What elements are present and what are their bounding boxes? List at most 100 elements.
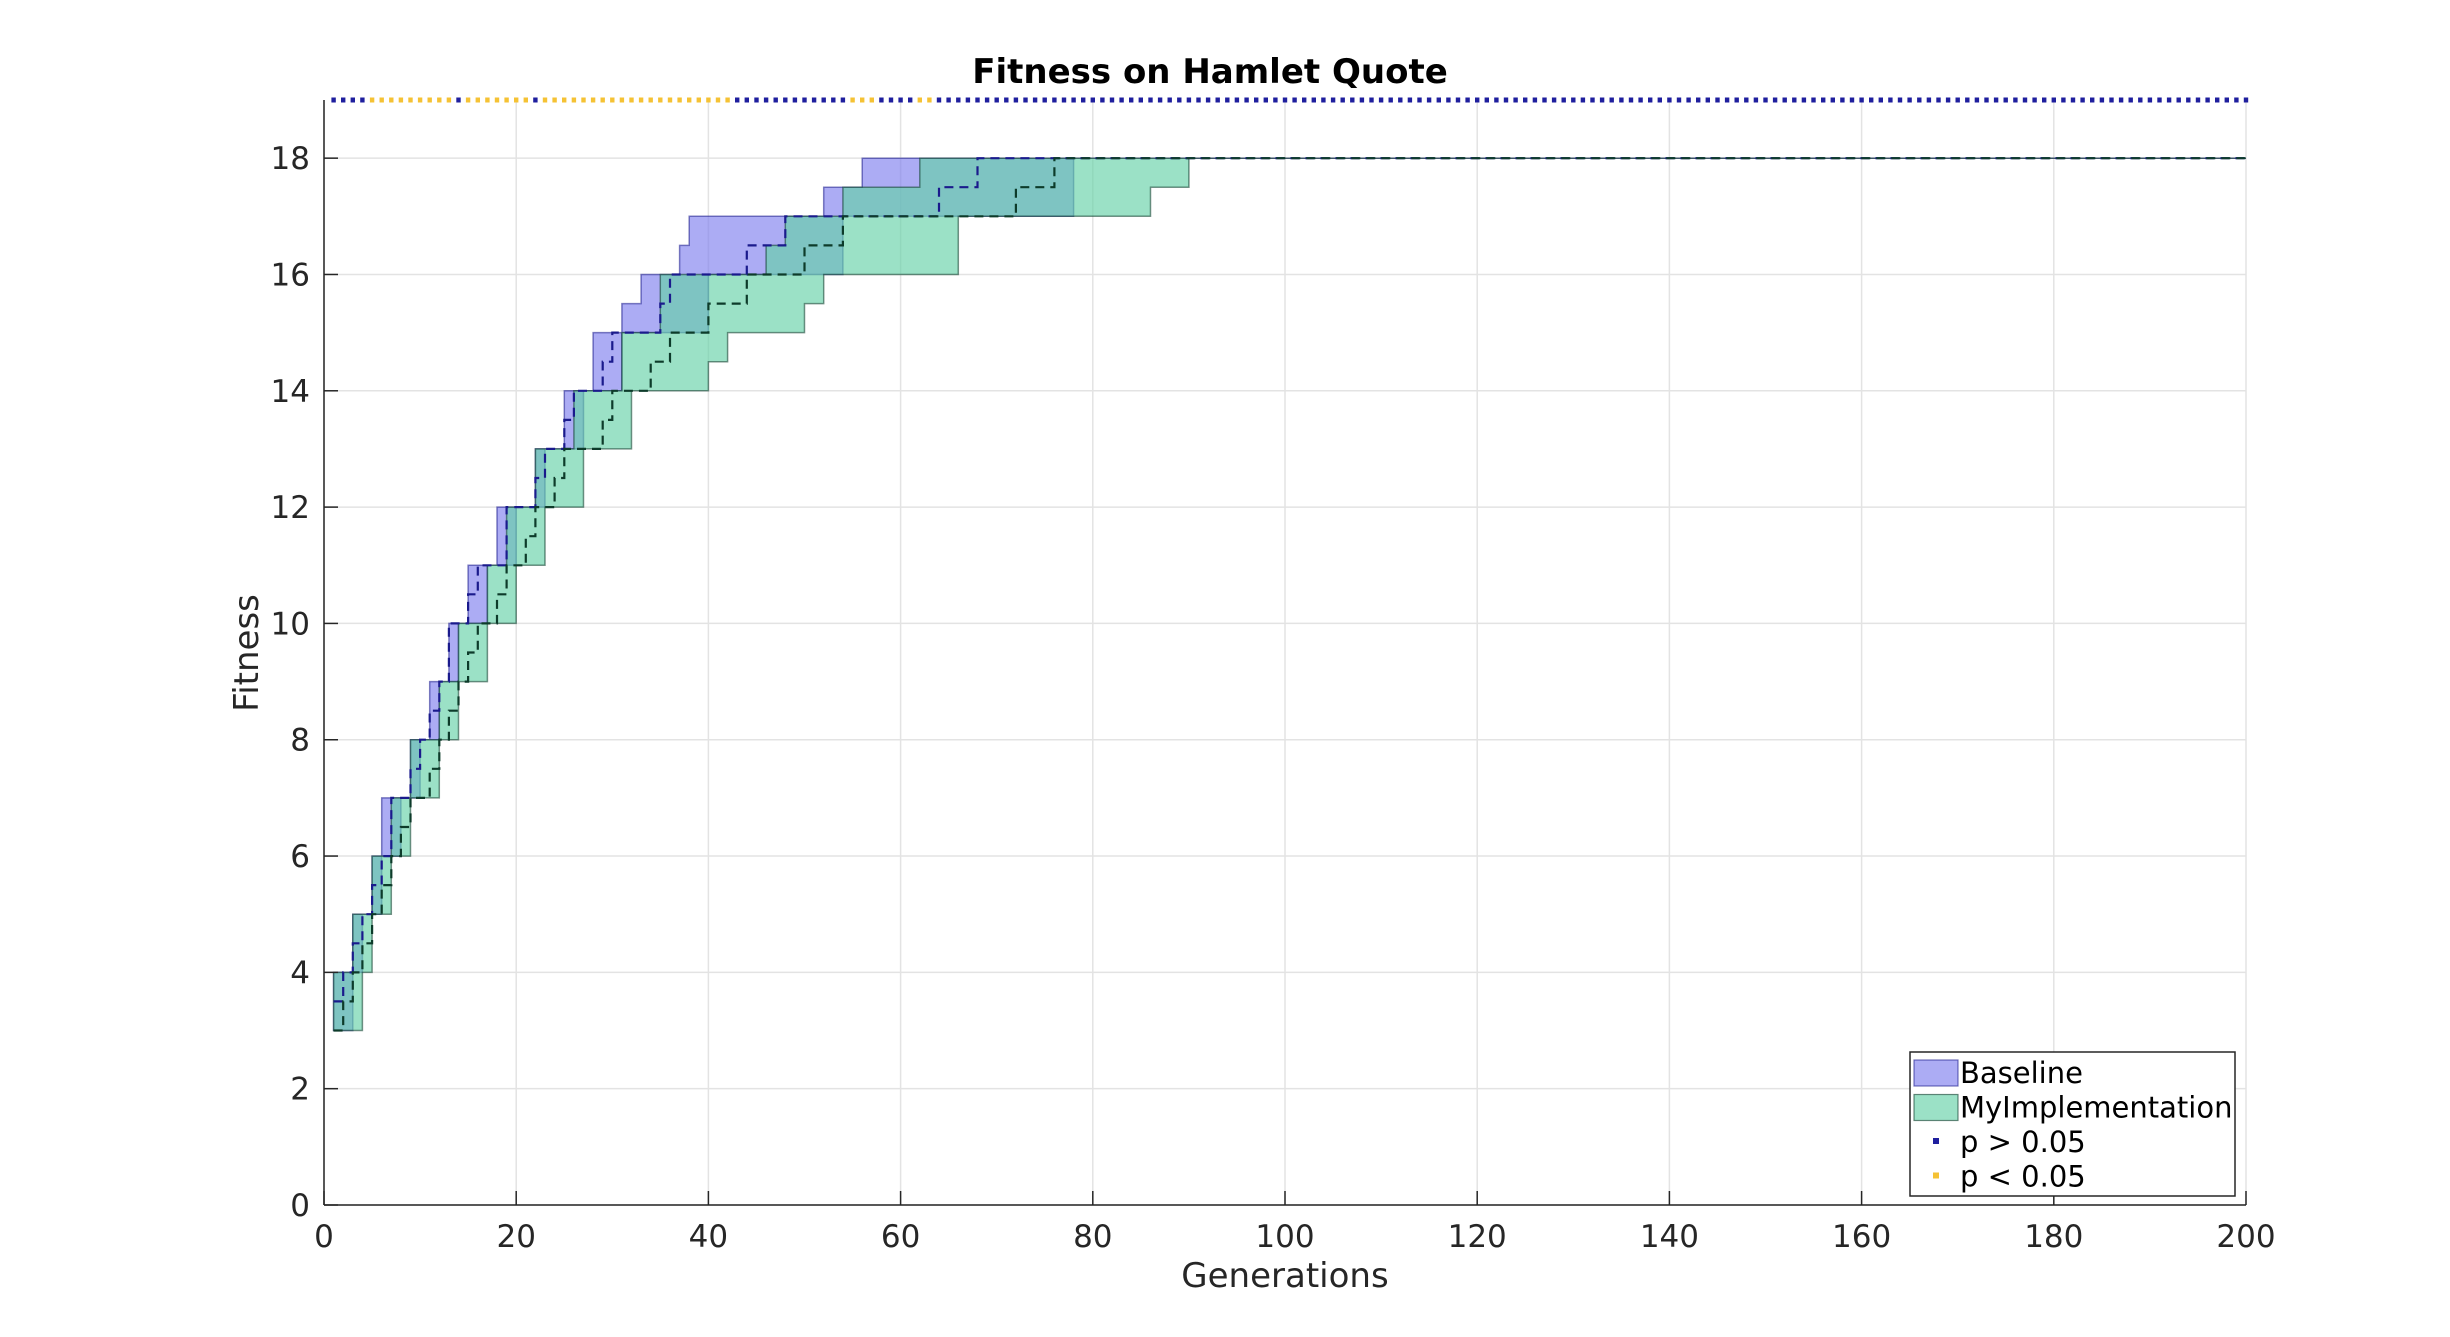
- significance-gap: [1259, 98, 1261, 103]
- significance-gap: [2037, 98, 2039, 103]
- x-tick-label: 120: [1448, 1219, 1507, 1255]
- significance-gap: [1672, 98, 1674, 103]
- significance-gap: [971, 98, 973, 103]
- significance-gap: [1086, 98, 1088, 103]
- significance-gap: [2095, 98, 2097, 103]
- significance-marker: [1090, 97, 1095, 103]
- significance-gap: [2162, 98, 2164, 103]
- significance-marker: [1648, 97, 1653, 103]
- significance-marker: [917, 97, 922, 103]
- significance-marker: [927, 97, 932, 103]
- significance-gap: [1413, 98, 1415, 103]
- median-line-myimplementation: [333, 157, 2246, 1032]
- significance-marker: [1551, 97, 1557, 103]
- y-tick-label: 10: [271, 606, 310, 642]
- significance-gap: [605, 98, 607, 103]
- significance-gap: [961, 98, 963, 103]
- significance-marker: [1580, 97, 1586, 103]
- significance-marker: [638, 97, 644, 103]
- y-tick-label: 0: [290, 1188, 310, 1224]
- significance-gap: [846, 98, 848, 103]
- significance-gap: [2210, 98, 2212, 103]
- significance-marker: [1523, 97, 1528, 103]
- significance-gap: [1393, 98, 1395, 103]
- significance-marker: [850, 97, 855, 103]
- significance-marker: [1763, 97, 1768, 103]
- legend-label-significance: p < 0.05: [1960, 1160, 2086, 1194]
- significance-gap: [1730, 98, 1732, 103]
- significance-gap: [730, 98, 732, 103]
- significance-gap: [1499, 98, 1501, 103]
- y-tick-label: 2: [290, 1072, 310, 1108]
- significance-marker: [2061, 97, 2066, 103]
- significance-marker: [1609, 97, 1614, 103]
- significance-gap: [1192, 98, 1194, 103]
- significance-marker: [965, 97, 971, 103]
- y-tick-label: 12: [271, 490, 310, 526]
- significance-marker: [2138, 97, 2143, 103]
- significance-gap: [2124, 98, 2126, 103]
- significance-gap: [1153, 98, 1155, 103]
- significance-gap: [596, 98, 598, 103]
- significance-marker: [754, 97, 759, 103]
- significance-marker: [1869, 97, 1874, 103]
- significance-gap: [1662, 98, 1664, 103]
- significance-gap: [1874, 98, 1876, 103]
- significance-marker: [1215, 97, 1220, 103]
- significance-marker: [936, 97, 942, 103]
- significance-gap: [1989, 98, 1991, 103]
- legend-label-myimplementation: MyImplementation: [1960, 1091, 2232, 1125]
- significance-marker: [1417, 97, 1422, 103]
- significance-marker: [1792, 97, 1797, 103]
- significance-gap: [2066, 98, 2068, 103]
- significance-marker: [1359, 97, 1365, 103]
- significance-gap: [1095, 98, 1097, 103]
- significance-gap: [1134, 98, 1136, 103]
- significance-gap: [423, 98, 425, 103]
- significance-gap: [1807, 98, 1809, 103]
- significance-marker: [2176, 97, 2181, 103]
- significance-marker: [2205, 97, 2210, 103]
- significance-gap: [2181, 98, 2183, 103]
- significance-marker: [1157, 97, 1163, 103]
- significance-gap: [1278, 98, 1280, 103]
- significance-marker: [2022, 97, 2028, 103]
- significance-gap: [1028, 98, 1030, 103]
- significance-gap: [1538, 98, 1540, 103]
- significance-marker: [1993, 97, 1999, 103]
- significance-gap: [1787, 98, 1789, 103]
- y-tick-label: 6: [290, 839, 310, 875]
- significance-marker: [1676, 97, 1682, 103]
- significance-gap: [1778, 98, 1780, 103]
- significance-gap: [2191, 98, 2193, 103]
- legend-marker-significance: [1933, 1138, 1939, 1144]
- x-axis-label: Generations: [1181, 1256, 1388, 1296]
- significance-marker: [1686, 97, 1691, 103]
- significance-gap: [1038, 98, 1040, 103]
- significance-marker: [437, 97, 442, 103]
- significance-gap: [1297, 98, 1299, 103]
- significance-marker: [610, 97, 615, 103]
- significance-gap: [577, 98, 579, 103]
- significance-marker: [1426, 97, 1432, 103]
- significance-gap: [1614, 98, 1616, 103]
- significance-marker: [2099, 97, 2105, 103]
- significance-gap: [557, 98, 559, 103]
- significance-gap: [749, 98, 751, 103]
- significance-marker: [600, 97, 605, 103]
- significance-marker: [773, 97, 778, 103]
- significance-marker: [725, 97, 730, 103]
- significance-gap: [874, 98, 876, 103]
- significance-gap: [1845, 98, 1847, 103]
- significance-gap: [817, 98, 819, 103]
- significance-gap: [692, 98, 694, 103]
- median-lines: [333, 157, 2246, 1032]
- x-tick-label: 0: [314, 1219, 334, 1255]
- significance-marker: [1321, 97, 1326, 103]
- significance-marker: [802, 97, 807, 103]
- significance-marker: [1590, 97, 1595, 103]
- significance-gap: [1980, 98, 1982, 103]
- significance-marker: [1244, 97, 1249, 103]
- significance-marker: [427, 97, 432, 103]
